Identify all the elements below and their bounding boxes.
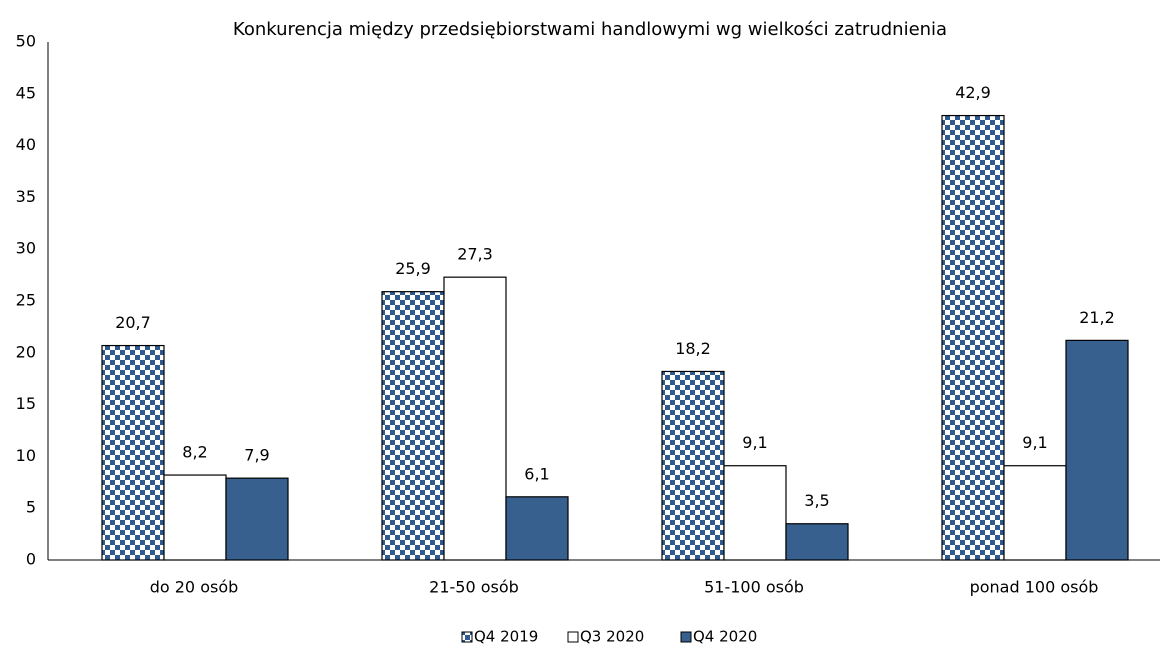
bar bbox=[225, 477, 289, 561]
value-label: 7,9 bbox=[244, 446, 269, 465]
x-tick-label: 51-100 osób bbox=[704, 578, 804, 597]
y-tick-label: 15 bbox=[16, 394, 36, 413]
legend-label: Q4 2019 bbox=[474, 628, 538, 646]
y-tick-label: 30 bbox=[16, 239, 36, 258]
bar bbox=[1003, 465, 1067, 561]
y-tick-label: 40 bbox=[16, 135, 36, 154]
value-label: 6,1 bbox=[524, 464, 549, 483]
bar bbox=[101, 344, 165, 561]
bar bbox=[941, 114, 1005, 561]
legend-label: Q3 2020 bbox=[580, 628, 644, 646]
y-tick-label: 20 bbox=[16, 342, 36, 361]
bar bbox=[661, 370, 725, 561]
bar bbox=[381, 291, 445, 561]
y-tick-label: 25 bbox=[16, 291, 36, 310]
x-tick-label: ponad 100 osób bbox=[970, 578, 1099, 597]
legend-marker bbox=[567, 631, 579, 643]
value-label: 21,2 bbox=[1079, 308, 1115, 327]
bar bbox=[1065, 339, 1129, 561]
value-label: 9,1 bbox=[742, 433, 767, 452]
x-tick-label: 21-50 osób bbox=[429, 578, 519, 597]
y-tick-label: 50 bbox=[16, 32, 36, 51]
legend-label: Q4 2020 bbox=[693, 628, 757, 646]
value-label: 20,7 bbox=[115, 313, 151, 332]
legend-marker bbox=[461, 631, 473, 643]
value-label: 9,1 bbox=[1022, 433, 1047, 452]
y-tick-label: 45 bbox=[16, 83, 36, 102]
legend-marker bbox=[680, 631, 692, 643]
y-tick-label: 0 bbox=[26, 550, 36, 569]
y-tick-label: 35 bbox=[16, 187, 36, 206]
value-label: 3,5 bbox=[804, 491, 829, 510]
bar bbox=[723, 465, 787, 561]
y-tick-label: 5 bbox=[26, 498, 36, 517]
value-label: 25,9 bbox=[395, 259, 431, 278]
bar bbox=[785, 523, 849, 561]
y-tick-label: 10 bbox=[16, 446, 36, 465]
value-label: 8,2 bbox=[182, 443, 207, 462]
value-label: 18,2 bbox=[675, 339, 711, 358]
value-label: 42,9 bbox=[955, 83, 991, 102]
value-label: 27,3 bbox=[457, 245, 493, 264]
chart-title: Konkurencja między przedsiębiorstwami ha… bbox=[233, 19, 947, 40]
bar bbox=[443, 276, 507, 561]
bar bbox=[505, 496, 569, 561]
x-tick-label: do 20 osób bbox=[150, 578, 239, 597]
bar bbox=[163, 474, 227, 561]
